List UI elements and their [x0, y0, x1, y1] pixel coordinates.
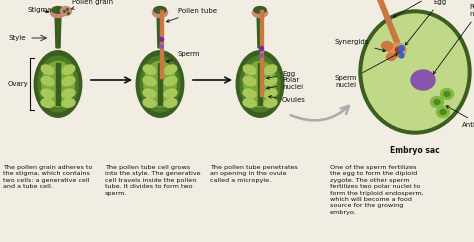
Text: The pollen tube cell grows
into the style. The generative
cell travels inside th: The pollen tube cell grows into the styl…: [105, 165, 201, 196]
Polygon shape: [55, 63, 60, 105]
Ellipse shape: [264, 65, 277, 75]
Ellipse shape: [144, 61, 176, 107]
Text: Micropyle: Micropyle: [393, 0, 451, 17]
Polygon shape: [160, 10, 163, 78]
Ellipse shape: [136, 51, 184, 117]
Ellipse shape: [388, 43, 406, 57]
Ellipse shape: [252, 8, 268, 17]
Ellipse shape: [359, 10, 471, 134]
Text: Sperm: Sperm: [166, 51, 201, 62]
Ellipse shape: [243, 99, 256, 107]
Ellipse shape: [254, 7, 266, 13]
Ellipse shape: [264, 89, 277, 98]
Ellipse shape: [395, 47, 402, 53]
Polygon shape: [257, 16, 263, 48]
Text: Sperm
nuclei: Sperm nuclei: [335, 54, 398, 88]
Text: Antipodals: Antipodals: [446, 106, 474, 128]
Ellipse shape: [164, 76, 177, 86]
Ellipse shape: [153, 8, 168, 17]
Ellipse shape: [243, 76, 256, 86]
Ellipse shape: [243, 65, 256, 75]
Text: The pollen tube penetrates
an opening in the ovule
called a micropyle.: The pollen tube penetrates an opening in…: [210, 165, 298, 183]
Text: The pollen grain adheres to
the stigma, which contains
two cells: a generative c: The pollen grain adheres to the stigma, …: [3, 165, 92, 189]
Ellipse shape: [164, 65, 177, 75]
FancyArrowPatch shape: [291, 106, 349, 121]
Text: Stigma: Stigma: [28, 7, 53, 13]
Text: Style: Style: [9, 35, 26, 41]
Ellipse shape: [154, 7, 166, 13]
Text: Polar
nuclei: Polar nuclei: [267, 77, 303, 90]
Ellipse shape: [41, 99, 54, 107]
Ellipse shape: [243, 89, 256, 98]
Text: Pollen grain: Pollen grain: [72, 0, 113, 9]
Text: Embryo sac: Embryo sac: [390, 146, 440, 155]
Text: One of the sperm fertilizes
the egg to form the diploid
zygote. The other sperm
: One of the sperm fertilizes the egg to f…: [330, 165, 424, 215]
Ellipse shape: [38, 56, 78, 112]
Ellipse shape: [244, 61, 276, 107]
Ellipse shape: [52, 7, 64, 13]
Text: Pollen tube: Pollen tube: [166, 8, 217, 22]
Ellipse shape: [41, 76, 54, 86]
Ellipse shape: [50, 8, 65, 17]
Text: Polar
nuclei: Polar nuclei: [433, 4, 474, 74]
Ellipse shape: [143, 65, 156, 75]
Text: Synergids: Synergids: [335, 39, 385, 52]
Ellipse shape: [382, 41, 392, 51]
Ellipse shape: [62, 65, 75, 75]
Ellipse shape: [143, 76, 156, 86]
Polygon shape: [157, 16, 163, 48]
Polygon shape: [55, 16, 61, 48]
Ellipse shape: [164, 89, 177, 98]
Ellipse shape: [444, 91, 450, 97]
Text: Ovary: Ovary: [7, 81, 28, 87]
Text: Egg: Egg: [405, 0, 446, 45]
Ellipse shape: [42, 61, 74, 107]
Ellipse shape: [62, 76, 75, 86]
Ellipse shape: [236, 51, 284, 117]
Polygon shape: [258, 63, 263, 105]
Text: Egg: Egg: [267, 71, 295, 79]
Ellipse shape: [264, 99, 277, 107]
Ellipse shape: [264, 76, 277, 86]
Ellipse shape: [411, 70, 435, 90]
Ellipse shape: [440, 109, 446, 114]
Ellipse shape: [434, 99, 440, 105]
Ellipse shape: [440, 89, 454, 99]
Ellipse shape: [140, 56, 180, 112]
Ellipse shape: [386, 53, 395, 60]
Ellipse shape: [62, 99, 75, 107]
Ellipse shape: [164, 99, 177, 107]
Ellipse shape: [430, 97, 444, 107]
Ellipse shape: [61, 7, 72, 15]
Polygon shape: [374, 0, 400, 42]
Ellipse shape: [363, 14, 467, 130]
Polygon shape: [260, 10, 263, 96]
Ellipse shape: [240, 56, 280, 112]
Ellipse shape: [143, 89, 156, 98]
Ellipse shape: [34, 51, 82, 117]
Ellipse shape: [41, 65, 54, 75]
Ellipse shape: [41, 89, 54, 98]
Ellipse shape: [143, 99, 156, 107]
Ellipse shape: [62, 89, 75, 98]
Text: Ovules: Ovules: [269, 96, 306, 103]
Polygon shape: [158, 63, 163, 105]
Ellipse shape: [437, 106, 449, 118]
